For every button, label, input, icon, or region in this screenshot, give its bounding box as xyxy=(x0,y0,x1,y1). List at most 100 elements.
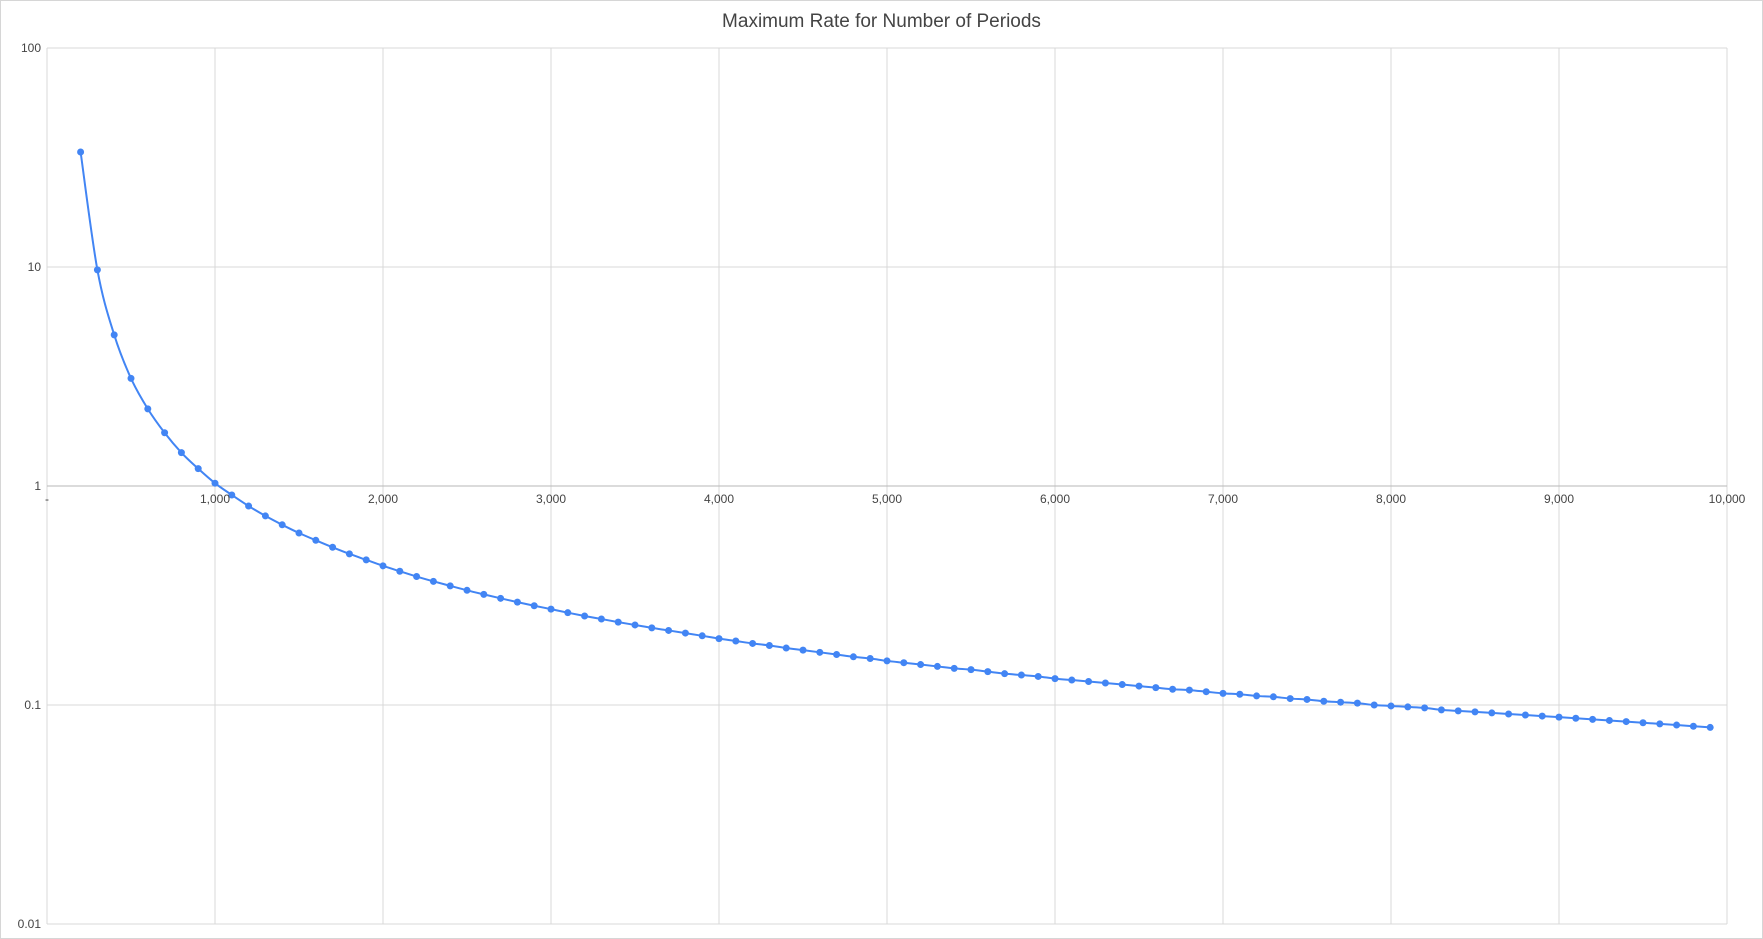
data-point xyxy=(1622,718,1630,726)
y-tick-label: 0.01 xyxy=(18,917,42,931)
data-point xyxy=(413,573,421,581)
data-point xyxy=(1152,684,1160,692)
data-point xyxy=(1101,679,1109,687)
x-tick-label: 3,000 xyxy=(536,492,566,506)
data-point xyxy=(614,618,622,626)
data-point xyxy=(245,502,253,510)
data-point xyxy=(1001,670,1009,678)
x-tick-label: 1,000 xyxy=(200,492,230,506)
grid-layer xyxy=(46,47,1728,925)
data-point xyxy=(1505,710,1513,718)
data-point xyxy=(1437,706,1445,714)
x-tick-label: 6,000 xyxy=(1040,492,1070,506)
data-point xyxy=(161,429,169,437)
data-point xyxy=(732,637,740,645)
data-point xyxy=(665,626,673,634)
data-point xyxy=(631,621,639,629)
data-point xyxy=(127,374,135,382)
data-point xyxy=(883,657,891,665)
data-point xyxy=(1017,671,1025,679)
data-point xyxy=(1286,695,1294,703)
data-point xyxy=(1169,685,1177,693)
x-tick-label: 8,000 xyxy=(1376,492,1406,506)
data-point xyxy=(177,449,185,457)
data-point xyxy=(967,666,975,674)
x-tick-label: 9,000 xyxy=(1544,492,1574,506)
data-point xyxy=(429,577,437,585)
data-point xyxy=(1185,686,1193,694)
data-point xyxy=(1589,715,1597,723)
data-point xyxy=(1404,703,1412,711)
data-point xyxy=(1605,716,1613,724)
data-point xyxy=(1656,720,1664,728)
data-point xyxy=(1085,678,1093,686)
data-point xyxy=(1538,712,1546,720)
data-point xyxy=(144,405,152,413)
data-point xyxy=(379,562,387,570)
data-point xyxy=(1689,722,1697,730)
y-tick-label: 10 xyxy=(28,260,42,274)
data-point xyxy=(530,602,538,610)
y-tick-label: 1 xyxy=(34,479,41,493)
data-point xyxy=(345,550,353,558)
data-point xyxy=(211,479,219,487)
data-point xyxy=(933,662,941,670)
x-tick-label: 7,000 xyxy=(1208,492,1238,506)
data-point xyxy=(1253,692,1261,700)
data-point xyxy=(564,609,572,617)
data-point xyxy=(194,465,202,473)
data-point xyxy=(597,615,605,623)
data-point xyxy=(900,659,908,667)
data-point xyxy=(1454,707,1462,715)
data-point xyxy=(93,266,101,274)
data-point xyxy=(261,512,269,520)
data-point xyxy=(446,582,454,590)
data-point xyxy=(1555,713,1563,721)
data-point xyxy=(917,661,925,669)
data-point xyxy=(681,629,689,637)
data-point xyxy=(1320,697,1328,705)
x-tick-label: 5,000 xyxy=(872,492,902,506)
chart-title: Maximum Rate for Number of Periods xyxy=(722,11,1041,32)
data-point xyxy=(1051,675,1059,683)
data-point xyxy=(77,148,85,156)
series-layer xyxy=(77,148,1714,731)
data-point xyxy=(833,651,841,659)
data-point xyxy=(984,668,992,676)
data-point xyxy=(497,594,505,602)
y-tick-label: 0.1 xyxy=(24,698,41,712)
x-tick-label: - xyxy=(45,492,49,506)
data-point xyxy=(1118,681,1126,689)
data-point xyxy=(1639,719,1647,727)
data-point xyxy=(1337,698,1345,706)
data-point xyxy=(1269,693,1277,701)
data-point xyxy=(228,491,236,499)
data-point xyxy=(295,529,303,537)
data-point xyxy=(1471,708,1479,716)
data-point xyxy=(1387,702,1395,710)
data-point xyxy=(749,639,757,647)
data-point xyxy=(110,331,118,339)
data-point xyxy=(1202,688,1210,696)
x-tick-label: 4,000 xyxy=(704,492,734,506)
data-point xyxy=(463,586,471,594)
y-tick-label: 100 xyxy=(21,41,41,55)
data-point xyxy=(715,635,723,643)
data-point xyxy=(362,556,370,564)
data-point xyxy=(1673,721,1681,729)
data-point xyxy=(1706,723,1714,731)
data-point xyxy=(396,567,404,575)
data-point xyxy=(1353,699,1361,707)
data-point xyxy=(1572,714,1580,722)
data-point xyxy=(581,612,589,620)
data-point xyxy=(648,624,656,632)
data-point xyxy=(782,644,790,652)
data-point xyxy=(866,655,874,663)
data-point xyxy=(1303,695,1311,703)
data-point xyxy=(849,653,857,661)
data-point xyxy=(1521,711,1529,719)
data-point xyxy=(513,598,521,606)
data-point xyxy=(698,632,706,640)
